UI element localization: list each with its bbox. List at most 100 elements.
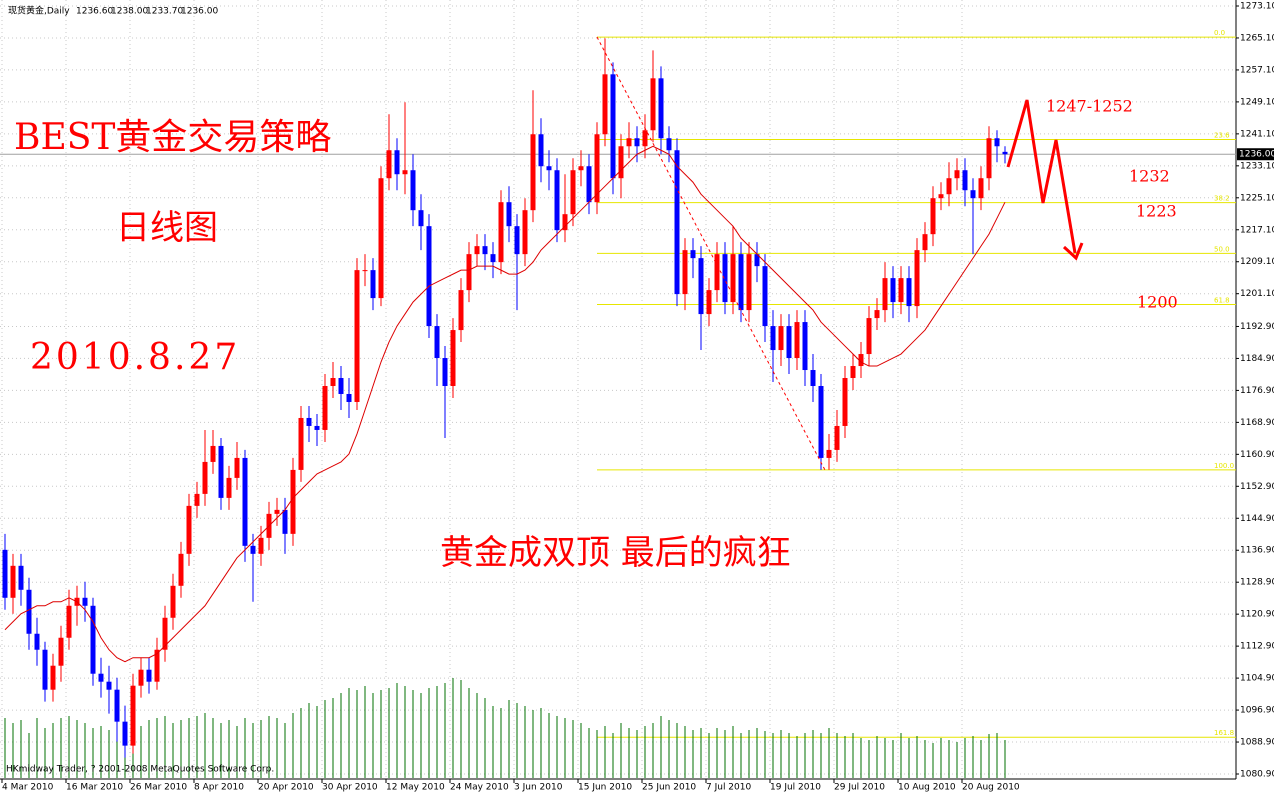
candle-body (394, 150, 400, 175)
candle-body (586, 166, 592, 203)
candle-body (666, 138, 672, 151)
x-tick-label: 10 Aug 2010 (898, 783, 956, 793)
candle-body (746, 254, 752, 311)
candle-body (890, 278, 896, 303)
candle-body (130, 685, 136, 746)
candle-body (226, 477, 232, 498)
x-tick-label: 20 Apr 2010 (258, 783, 314, 793)
fib-label: 0.0 (1214, 29, 1225, 37)
annotation-comment: 黄金成双顶 最后的疯狂 (440, 533, 791, 573)
candle-body (482, 246, 488, 255)
candle-body (754, 254, 760, 267)
x-tick-label: 26 Mar 2010 (130, 783, 187, 793)
y-tick-label: 1152.90 (1240, 482, 1274, 492)
candle-body (474, 246, 480, 255)
y-tick-label: 1184.90 (1240, 354, 1274, 364)
candle-body (490, 254, 496, 263)
annotation-level: 1200 (1137, 293, 1178, 312)
candle-body (178, 553, 184, 586)
candle-body (722, 254, 728, 303)
fib-label: 23.6 (1214, 131, 1230, 139)
candle-body (970, 190, 976, 199)
candle-body (930, 198, 936, 235)
candle-body (674, 150, 680, 295)
candle-body (10, 565, 16, 598)
candle-body (418, 210, 424, 227)
candle-body (466, 254, 472, 291)
candle-body (210, 445, 216, 462)
y-tick-label: 1104.90 (1240, 674, 1274, 684)
y-tick-label: 1273.10 (1240, 1, 1274, 11)
candle-body (770, 326, 776, 351)
candle-body (778, 326, 784, 351)
candle-body (114, 689, 120, 722)
candle-body (26, 589, 32, 634)
y-tick-label: 1080.90 (1240, 770, 1274, 780)
candle-body (202, 461, 208, 494)
candle-body (514, 226, 520, 255)
x-tick-label: 7 Jul 2010 (706, 783, 751, 793)
candle-body (834, 425, 840, 450)
candle-body (34, 633, 40, 650)
candle-body (986, 138, 992, 179)
fib-label: 50.0 (1214, 245, 1230, 253)
candle-body (714, 254, 720, 291)
y-tick-label: 1096.90 (1240, 706, 1274, 716)
candle-body (786, 326, 792, 359)
candle-body (242, 457, 248, 546)
candle-body (850, 366, 856, 379)
y-tick-label: 1257.10 (1240, 65, 1274, 75)
candle-body (578, 166, 584, 171)
candle-body (250, 545, 256, 554)
candle-body (994, 138, 1000, 147)
bid-box (1237, 148, 1274, 161)
arrow-head (1062, 242, 1084, 261)
candle-body (938, 194, 944, 199)
annotation-title: BEST黄金交易策略 (14, 117, 331, 158)
fib-label: 38.2 (1214, 195, 1230, 203)
candle-body (762, 266, 768, 327)
candle-body (642, 130, 648, 147)
candle-body (794, 322, 800, 359)
copyright: HKmidway Trader, ? 2001-2008 MetaQuotes … (6, 765, 274, 775)
candle-body (546, 166, 552, 171)
candle-body (818, 386, 824, 458)
candle-body (506, 202, 512, 227)
candle-body (386, 150, 392, 179)
y-tick-label: 1128.90 (1240, 578, 1274, 588)
candle-body (738, 254, 744, 311)
y-tick-label: 1233.10 (1240, 161, 1274, 171)
y-tick-label: 1144.90 (1240, 514, 1274, 524)
candle-body (298, 417, 304, 470)
y-tick-label: 1176.90 (1240, 386, 1274, 396)
candle-body (658, 78, 664, 139)
candle-body (290, 469, 296, 534)
y-tick-label: 1136.90 (1240, 546, 1274, 556)
header-open: 1236.60 (76, 7, 113, 17)
y-tick-label: 1120.90 (1240, 610, 1274, 620)
candle-body (922, 234, 928, 251)
header-high: 1238.00 (111, 7, 148, 17)
candle-body (978, 178, 984, 199)
x-tick-label: 16 Mar 2010 (66, 783, 123, 793)
candle-body (626, 138, 632, 147)
candle-body (306, 417, 312, 426)
y-tick-label: 1265.10 (1240, 33, 1274, 43)
candle-body (610, 74, 616, 179)
forecast-arrow (1006, 99, 1077, 254)
y-tick-label: 1112.90 (1240, 642, 1274, 652)
candle-body (914, 250, 920, 307)
candle-body (946, 178, 952, 195)
candle-body (682, 250, 688, 295)
candle-body (122, 721, 128, 746)
y-tick-label: 1241.10 (1240, 129, 1274, 139)
candle-body (282, 509, 288, 534)
candle-body (338, 378, 344, 394)
header-symbol: 现货黄金,Daily (8, 5, 70, 17)
candle-body (866, 318, 872, 355)
header-low: 1233.70 (146, 7, 183, 17)
candle-body (138, 669, 144, 686)
candle-body (858, 354, 864, 367)
candle-body (898, 278, 904, 303)
